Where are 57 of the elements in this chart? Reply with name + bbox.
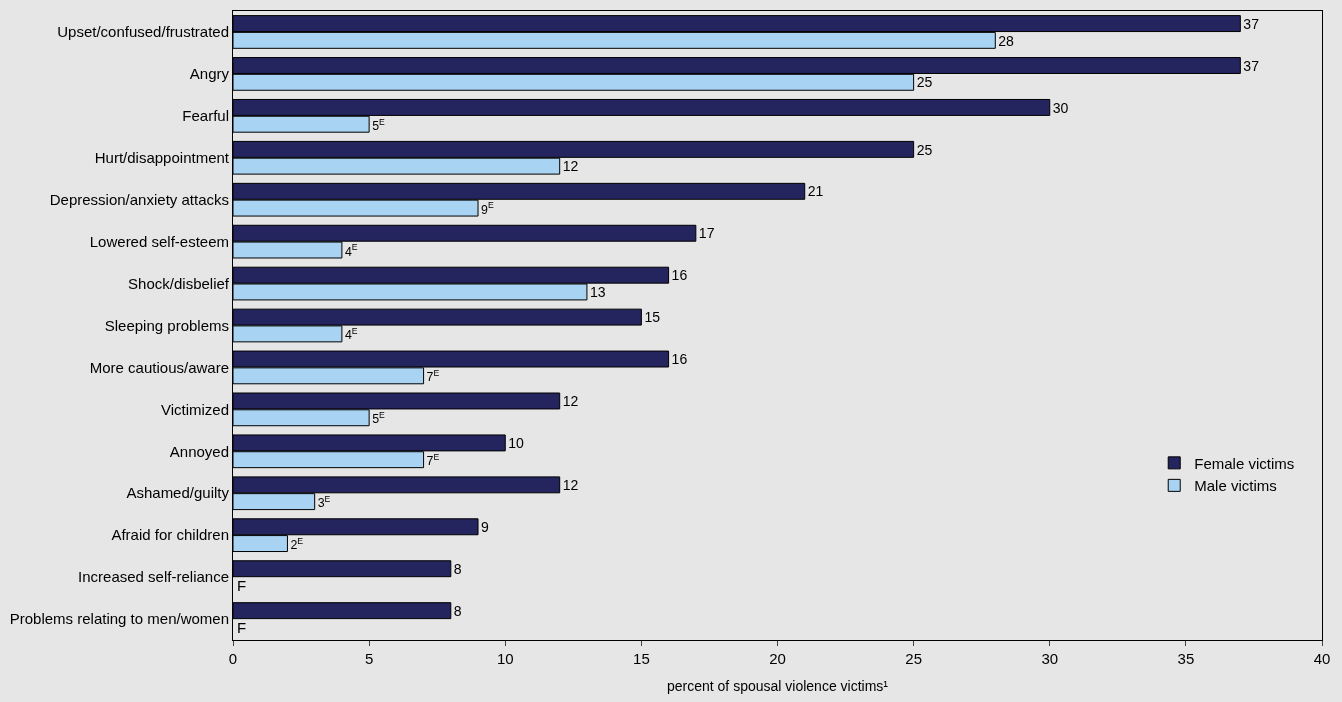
data-label: 15 <box>644 309 661 326</box>
data-label: 9$^{E}$ <box>481 200 494 217</box>
data-label: 5$^{E}$ <box>372 410 386 427</box>
x-tick-label: 5 <box>364 650 374 667</box>
text: F <box>237 619 247 636</box>
data-label: 12 <box>562 158 579 175</box>
data-label: 7$^{E}$ <box>426 368 440 385</box>
x-tick-label: 15 <box>633 650 650 667</box>
data-label: 37 <box>1243 57 1260 74</box>
data-label: 4$^{E}$ <box>344 242 358 259</box>
y-tick-label: Victimized <box>160 400 229 418</box>
legend-label: Male victims <box>1194 477 1277 495</box>
y-tick-label: Lowered self-esteem <box>89 232 229 250</box>
y-tick-label: Annoyed <box>169 442 229 460</box>
x-axis-title: percent of spousal violence victims¹ <box>667 678 889 695</box>
y-tick-label: More cautious/aware <box>89 358 229 376</box>
data-label: 12 <box>562 477 579 493</box>
data-label: 7$^{E}$ <box>426 451 440 469</box>
data-label: 13 <box>589 284 606 301</box>
data-label: 16 <box>671 351 688 368</box>
data-label: 10 <box>508 435 525 452</box>
data-label: 30 <box>1052 99 1069 116</box>
data-label: 28 <box>998 32 1015 49</box>
y-tick-label: Hurt/disappointment <box>94 149 230 167</box>
data-label: 25 <box>916 74 933 91</box>
data-label: 5$^{E}$ <box>372 116 386 133</box>
data-label: 8 <box>453 602 462 619</box>
data-label: 12 <box>562 393 579 410</box>
y-tick-label: Sleeping problems <box>104 316 229 334</box>
data-label: 17 <box>698 225 715 242</box>
text: F <box>237 577 247 594</box>
data-label: 3$^{E}$ <box>317 493 331 511</box>
y-tick-label: Fearful <box>182 107 229 125</box>
x-tick-label: 40 <box>1313 650 1331 667</box>
y-tick-label: Upset/confused/frustrated <box>57 23 229 41</box>
data-label: 2$^{E}$ <box>290 535 304 553</box>
x-tick-label: 20 <box>769 650 786 667</box>
x-tick-label: 35 <box>1177 650 1195 667</box>
y-tick-label: Ashamed/guilty <box>126 484 230 502</box>
data-label: 25 <box>916 141 933 158</box>
x-tick-label: 10 <box>496 650 514 667</box>
data-label: 9 <box>481 518 490 535</box>
y-tick-label: Shock/disbelief <box>128 274 230 292</box>
y-tick-label: Angry <box>189 65 230 83</box>
y-tick-label: Depression/anxiety attacks <box>49 190 229 208</box>
y-tick-label: Increased self-reliance <box>78 568 229 586</box>
x-tick-label: 30 <box>1041 650 1059 667</box>
legend-label: Female victims <box>1194 454 1295 472</box>
data-label: 4$^{E}$ <box>344 326 358 343</box>
data-label: 37 <box>1243 15 1260 32</box>
x-tick-label: 25 <box>905 650 922 667</box>
data-label: 16 <box>671 267 688 284</box>
data-label: 21 <box>807 183 824 200</box>
data-label: 8 <box>453 560 462 577</box>
y-tick-label: Problems relating to men/women <box>9 610 229 628</box>
x-tick-label: 0 <box>228 650 238 667</box>
y-tick-label: Afraid for children <box>111 526 229 544</box>
